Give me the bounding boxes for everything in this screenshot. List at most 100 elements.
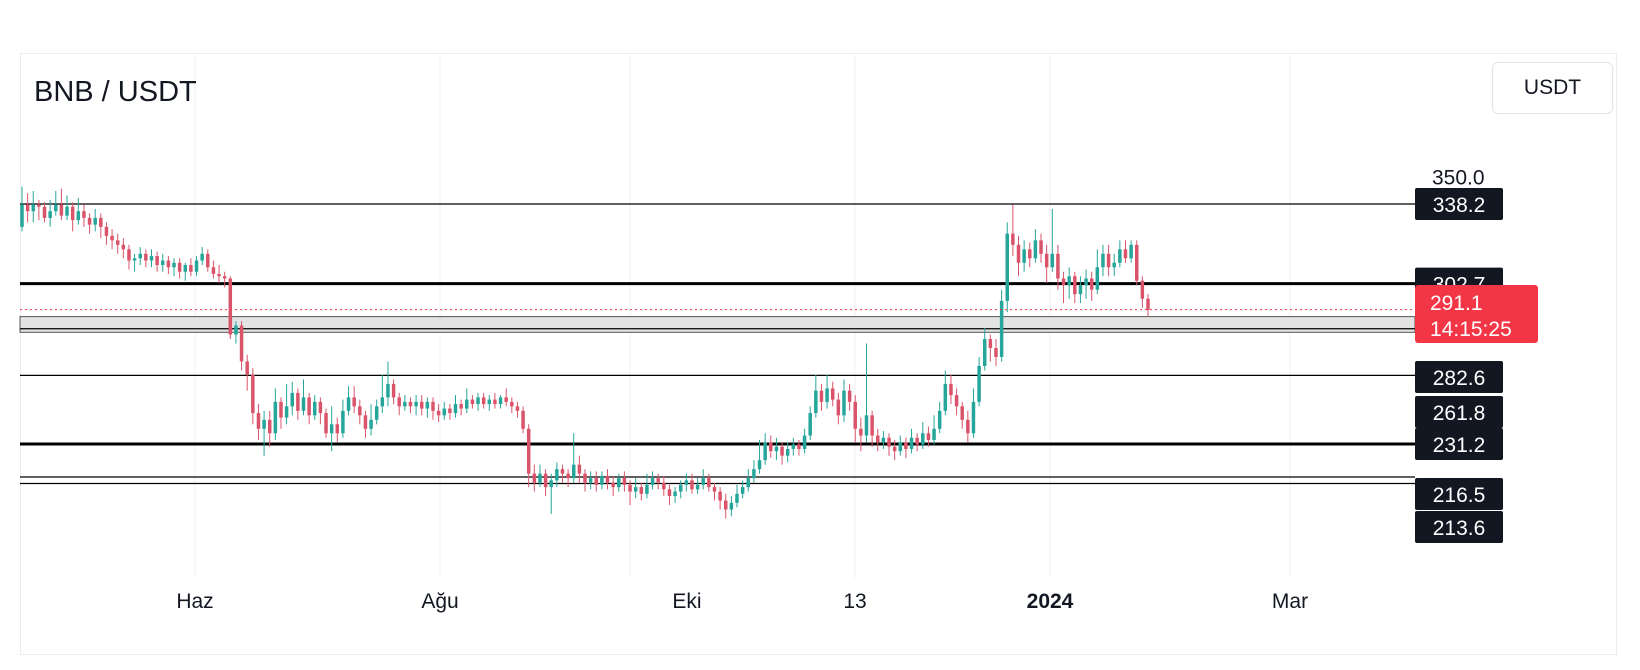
candle-body (436, 410, 441, 416)
candle-body (65, 206, 69, 216)
last-price-value: 291.1 (1430, 292, 1483, 315)
level-label: 213.6 (1433, 517, 1486, 540)
candle-body (701, 478, 705, 485)
candle-body (690, 480, 694, 490)
candle-body (667, 489, 672, 497)
candle-body (656, 478, 660, 483)
candle-body (1073, 276, 1077, 295)
candle-body (470, 399, 475, 405)
candle-body (324, 413, 328, 434)
candle-body (904, 442, 908, 449)
candle-body (76, 211, 81, 221)
candle-body (628, 484, 632, 492)
candle-body (673, 491, 677, 497)
candle-body (543, 473, 548, 488)
candle-body (273, 401, 278, 434)
candle-body (1112, 262, 1116, 268)
candle-body (200, 253, 204, 261)
candle-body (982, 339, 987, 366)
candle-body (966, 419, 970, 434)
candle-body (498, 397, 503, 405)
candle-body (926, 433, 931, 440)
candle-body (419, 401, 424, 409)
candle-body (1123, 249, 1128, 259)
last-price-countdown: 14:15:25 (1430, 318, 1512, 341)
candle-body (1033, 240, 1038, 259)
candle-body (431, 401, 435, 411)
candle-body (532, 473, 537, 483)
candle-body (864, 415, 869, 436)
candle-body (988, 339, 993, 349)
candle-body (318, 401, 323, 414)
candle-body (1089, 278, 1094, 290)
candle-body (448, 408, 452, 414)
candle-body (662, 482, 666, 490)
candle-body (633, 487, 638, 492)
candle-body (870, 415, 874, 436)
last-price-label-box (1415, 285, 1538, 343)
candle-body (234, 325, 238, 335)
candle-body (814, 390, 818, 414)
candle-body (217, 273, 221, 277)
candle-body (403, 401, 407, 407)
candle-body (752, 469, 756, 479)
candle-body (1101, 253, 1105, 268)
candle-body (42, 206, 47, 218)
candle-body (746, 478, 751, 488)
x-axis-tick-label: Mar (1272, 590, 1308, 613)
candle-body (70, 206, 75, 221)
currency-button[interactable]: USDT (1492, 62, 1613, 114)
candle-body (898, 442, 903, 452)
candle-body (290, 392, 294, 407)
candle-body (194, 260, 199, 272)
candle-body (329, 424, 334, 434)
candle-body (48, 211, 52, 218)
level-label-box (1415, 478, 1503, 510)
candle-body (515, 406, 520, 411)
level-label-box (1415, 511, 1503, 543)
candle-body (859, 428, 863, 436)
candle-body (847, 390, 852, 402)
candle-body (740, 487, 745, 494)
candle-body (459, 404, 463, 409)
candle-body (594, 478, 599, 485)
candle-body (678, 484, 683, 492)
candle-body (1011, 233, 1015, 245)
candle-body (617, 478, 621, 488)
candle-body (785, 448, 790, 456)
candle-body (977, 365, 981, 402)
candle-body (909, 437, 914, 449)
candle-body (87, 217, 92, 225)
candle-body (684, 480, 689, 485)
level-label: 261.8 (1433, 402, 1486, 425)
candle-body (560, 469, 565, 474)
candle-body (1039, 240, 1043, 254)
candle-body (836, 399, 841, 416)
candle-body (949, 383, 953, 396)
candle-body (251, 374, 255, 414)
x-axis-tick-label: 2024 (1027, 590, 1074, 613)
candle-body (791, 444, 796, 449)
candle-body (571, 464, 576, 479)
candle-body (1061, 278, 1066, 286)
candle-body (296, 392, 300, 411)
level-label-box (1415, 361, 1503, 393)
candle-body (729, 502, 734, 510)
level-label-box (1415, 428, 1503, 461)
level-label: 216.5 (1433, 484, 1486, 507)
candle-body (1050, 253, 1055, 268)
candle-body (1016, 244, 1021, 263)
candle-body (155, 256, 159, 266)
candle-body (1078, 285, 1083, 295)
candle-body (1146, 298, 1150, 310)
candle-body (802, 435, 807, 449)
candle-body (358, 406, 362, 416)
candle-body (954, 395, 959, 407)
x-axis-tick-label: 13 (843, 590, 866, 613)
candle-body (256, 413, 261, 429)
candle-body (830, 388, 835, 400)
candle-body (54, 204, 58, 212)
candle-body (707, 478, 711, 488)
candle-body (825, 388, 829, 402)
